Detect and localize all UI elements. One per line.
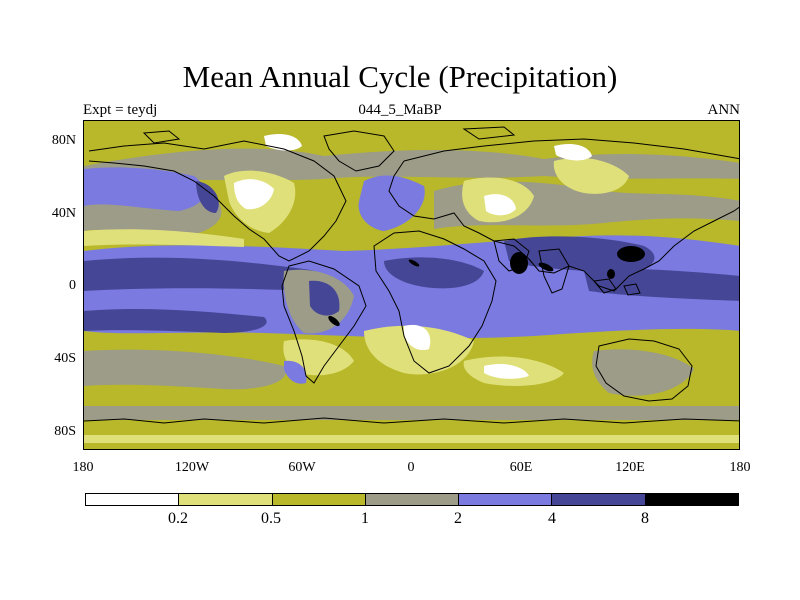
colorbar-swatch bbox=[86, 494, 180, 505]
central-asia-white bbox=[484, 194, 516, 216]
monsoon-max-china bbox=[617, 246, 645, 262]
colorbar-swatch bbox=[179, 494, 273, 505]
experiment-label: Expt = teydj bbox=[83, 102, 158, 118]
x-tick-60e: 60E bbox=[509, 460, 533, 475]
y-tick-80n: 80N bbox=[51, 133, 76, 148]
europe-asia-coast bbox=[388, 138, 739, 292]
southern-ocean-blue bbox=[284, 360, 307, 384]
west-pacific-deep bbox=[584, 268, 739, 301]
x-tick-60w: 60W bbox=[288, 460, 316, 475]
sahel-max bbox=[408, 259, 420, 267]
south-pacific-gray bbox=[84, 349, 286, 390]
africa-coast bbox=[373, 230, 497, 374]
south-subtropic-light bbox=[364, 325, 474, 375]
chart-title: Mean Annual Cycle (Precipitation) bbox=[182, 59, 618, 94]
south-america-coast bbox=[281, 260, 367, 384]
y-tick-40s: 40S bbox=[54, 351, 76, 366]
colorbar-label: 0.5 bbox=[261, 510, 281, 527]
colorbar-label: 0.2 bbox=[168, 510, 188, 527]
australia-gray bbox=[592, 349, 694, 396]
south-pacific-deep bbox=[84, 308, 267, 333]
antarctica-coast bbox=[84, 417, 739, 424]
north-pacific-deep bbox=[196, 181, 219, 213]
colorbar-swatch bbox=[645, 494, 738, 505]
north-america-coast bbox=[88, 140, 347, 262]
period-label: 044_5_MaBP bbox=[358, 102, 442, 118]
colorbar-label: 8 bbox=[641, 510, 649, 527]
amazon-max bbox=[328, 315, 340, 327]
colorbar-swatch bbox=[459, 494, 553, 505]
arctic-islands bbox=[142, 126, 516, 144]
maritime-max bbox=[607, 269, 615, 279]
precipitation-map bbox=[83, 120, 740, 450]
north-america-white bbox=[234, 179, 274, 210]
x-tick-120e: 120E bbox=[615, 460, 645, 475]
season-label: ANN bbox=[707, 102, 741, 118]
maritime-islands bbox=[593, 278, 641, 296]
colorbar-swatch bbox=[272, 494, 366, 505]
y-tick-40n: 40N bbox=[51, 206, 76, 221]
colorbar-swatch bbox=[552, 494, 646, 505]
south-america-deep bbox=[309, 280, 340, 316]
y-tick-0: 0 bbox=[69, 278, 76, 293]
x-tick-0: 0 bbox=[407, 460, 415, 475]
colorbar-label: 2 bbox=[454, 510, 462, 527]
itcz-deep bbox=[84, 257, 335, 291]
map-svg bbox=[84, 121, 739, 449]
siberia-white bbox=[554, 144, 592, 161]
south-indian-white bbox=[484, 364, 529, 379]
colorbar-label: 4 bbox=[548, 510, 556, 527]
antarctic-gray bbox=[84, 406, 739, 420]
arabia-india-coast bbox=[493, 238, 570, 294]
monsoon-max-india bbox=[510, 252, 528, 274]
colorbar bbox=[85, 493, 739, 506]
asia-light bbox=[553, 157, 629, 194]
coastlines bbox=[84, 126, 739, 424]
x-tick-180e: 180 bbox=[729, 460, 751, 475]
y-tick-80s: 80S bbox=[54, 424, 76, 439]
north-subtropic-light bbox=[84, 229, 244, 247]
australia-coast bbox=[595, 338, 693, 402]
greenland-coast bbox=[323, 130, 395, 172]
x-tick-120w: 120W bbox=[174, 460, 210, 475]
antarctic-white bbox=[84, 435, 739, 443]
north-atlantic-blue bbox=[358, 175, 425, 231]
x-tick-180w: 180 bbox=[72, 460, 94, 475]
north-pacific-blue bbox=[84, 167, 205, 211]
colorbar-label: 1 bbox=[361, 510, 369, 527]
africa-deep bbox=[384, 257, 484, 289]
arabia-max bbox=[538, 262, 554, 272]
colorbar-swatch bbox=[365, 494, 460, 505]
south-africa-white bbox=[404, 324, 431, 351]
